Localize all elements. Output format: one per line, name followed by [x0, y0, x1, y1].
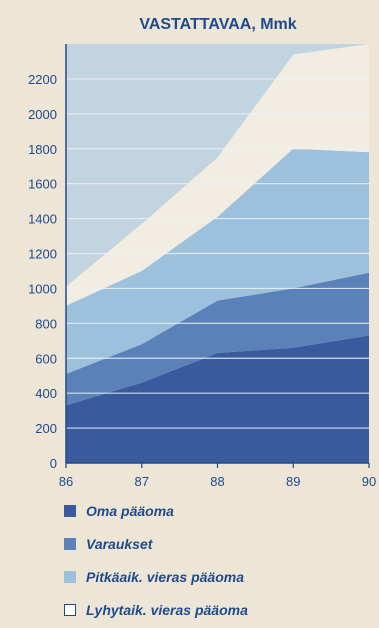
area-series-4	[66, 44, 369, 306]
y-tick-label-1200: 1200	[28, 247, 57, 262]
y-tick-label-200: 200	[35, 421, 57, 436]
y-tick-label-1400: 1400	[28, 212, 57, 227]
chart-title: VASTATTAVAA, Mmk	[139, 16, 296, 33]
y-tick-label-1600: 1600	[28, 177, 57, 192]
area-series-1	[66, 335, 369, 463]
legend-item-varaukset: Varaukset	[64, 533, 248, 555]
y-tick-label-1000: 1000	[28, 281, 57, 296]
y-tick-label-800: 800	[35, 316, 57, 331]
y-tick-label-400: 400	[35, 386, 57, 401]
y-tick-label-600: 600	[35, 351, 57, 366]
y-tick-label-1800: 1800	[28, 142, 57, 157]
area-series-2	[66, 272, 369, 406]
legend-label-oma-paaoma: Oma pääoma	[86, 503, 174, 519]
legend-label-pitkaaik-vieras-paaoma: Pitkäaik. vieras pääoma	[86, 569, 244, 585]
legend-swatch-oma-paaoma	[64, 505, 76, 517]
legend-label-lyhytaik-vieras-paaoma: Lyhytaik. vieras pääoma	[86, 602, 248, 618]
y-tick-label-0: 0	[50, 456, 57, 471]
x-tick-label-88: 88	[210, 474, 224, 489]
y-tick-label-2000: 2000	[28, 107, 57, 122]
legend-swatch-pitkaaik-vieras-paaoma	[64, 571, 76, 583]
legend-item-oma-paaoma: Oma pääoma	[64, 500, 248, 522]
legend-label-varaukset: Varaukset	[86, 536, 153, 552]
x-tick-label-87: 87	[135, 474, 149, 489]
chart-legend: Oma pääoma Varaukset Pitkäaik. vieras pä…	[64, 500, 248, 621]
x-tick-label-90: 90	[362, 474, 376, 489]
legend-swatch-lyhytaik-vieras-paaoma	[64, 604, 76, 616]
legend-swatch-varaukset	[64, 538, 76, 550]
y-tick-label-2200: 2200	[28, 72, 57, 87]
legend-item-lyhytaik-vieras-paaoma: Lyhytaik. vieras pääoma	[64, 599, 248, 621]
area-series-3	[66, 148, 369, 374]
x-tick-label-86: 86	[59, 474, 73, 489]
x-tick-label-89: 89	[286, 474, 300, 489]
legend-item-pitkaaik-vieras-paaoma: Pitkäaik. vieras pääoma	[64, 566, 248, 588]
